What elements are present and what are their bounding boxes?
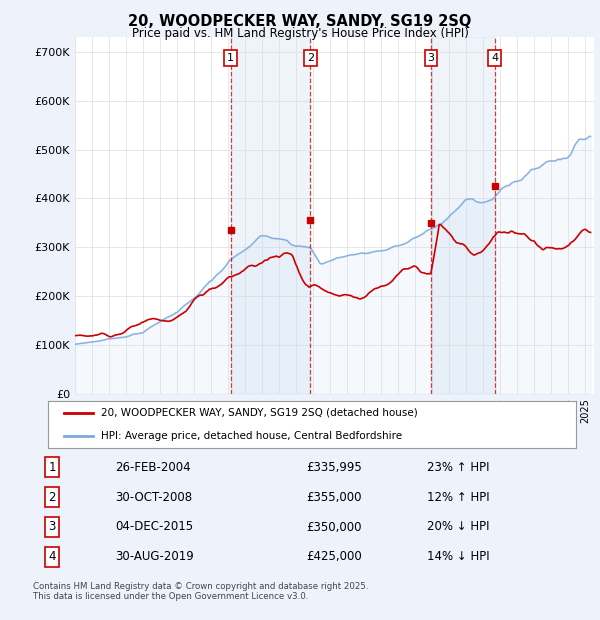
Text: £350,000: £350,000 [306,521,361,533]
Text: Contains HM Land Registry data © Crown copyright and database right 2025.
This d: Contains HM Land Registry data © Crown c… [33,582,368,601]
Text: 1: 1 [49,461,56,474]
Text: 26-FEB-2004: 26-FEB-2004 [116,461,191,474]
Text: 30-AUG-2019: 30-AUG-2019 [116,551,194,564]
Text: £425,000: £425,000 [306,551,362,564]
Text: 1: 1 [227,53,234,63]
Text: 14% ↓ HPI: 14% ↓ HPI [427,551,490,564]
Text: £355,000: £355,000 [306,490,361,503]
Text: 3: 3 [427,53,434,63]
Bar [231,37,310,394]
Text: 30-OCT-2008: 30-OCT-2008 [116,490,193,503]
Text: 3: 3 [49,521,56,533]
Text: 4: 4 [49,551,56,564]
Bar [431,37,495,394]
Text: 2: 2 [49,490,56,503]
Text: £335,995: £335,995 [306,461,362,474]
Text: 20% ↓ HPI: 20% ↓ HPI [427,521,490,533]
Text: 20, WOODPECKER WAY, SANDY, SG19 2SQ (detached house): 20, WOODPECKER WAY, SANDY, SG19 2SQ (det… [101,408,418,418]
Text: 04-DEC-2015: 04-DEC-2015 [116,521,194,533]
Text: 4: 4 [491,53,499,63]
Text: 2: 2 [307,53,314,63]
Text: 20, WOODPECKER WAY, SANDY, SG19 2SQ: 20, WOODPECKER WAY, SANDY, SG19 2SQ [128,14,472,29]
Text: HPI: Average price, detached house, Central Bedfordshire: HPI: Average price, detached house, Cent… [101,431,402,441]
Text: Price paid vs. HM Land Registry's House Price Index (HPI): Price paid vs. HM Land Registry's House … [131,27,469,40]
Text: 23% ↑ HPI: 23% ↑ HPI [427,461,490,474]
Text: 12% ↑ HPI: 12% ↑ HPI [427,490,490,503]
